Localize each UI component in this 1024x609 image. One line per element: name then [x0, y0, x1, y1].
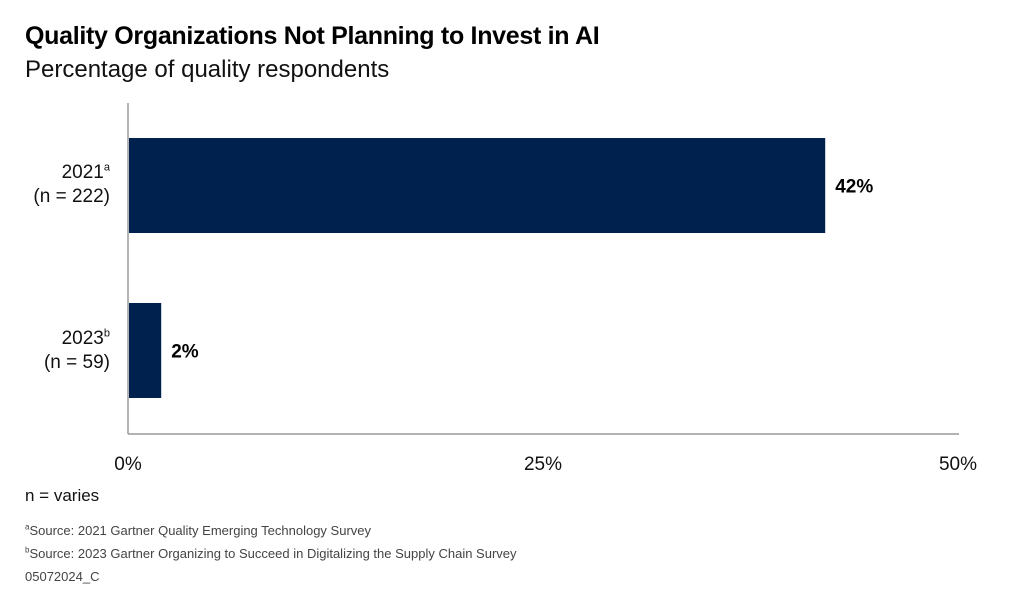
data-label-2023: 2% — [171, 342, 199, 363]
category-label-2021: 2021a (n = 222) — [0, 161, 110, 209]
category-year: 2023 — [61, 328, 104, 349]
x-tick-label: 50% — [938, 454, 978, 475]
footnote-text: Source: 2023 Gartner Organizing to Succe… — [29, 546, 517, 561]
footnote-marker: b — [103, 327, 110, 340]
category-sample-size: (n = 222) — [33, 186, 110, 207]
footnote-marker: a — [25, 522, 30, 532]
footnote-marker: b — [25, 545, 30, 555]
bar-2021 — [129, 138, 826, 233]
footnote-b: bSource: 2023 Gartner Organizing to Succ… — [25, 546, 517, 561]
category-label-2023: 2023b (n = 59) — [0, 327, 110, 375]
data-label-2021: 42% — [835, 177, 873, 198]
footnote-marker: a — [103, 161, 110, 174]
document-code: 05072024_C — [25, 569, 100, 584]
chart-subtitle: Percentage of quality respondents — [25, 56, 390, 83]
chart-title: Quality Organizations Not Planning to In… — [25, 22, 600, 50]
bars-group: 42% 2% — [129, 138, 873, 398]
bar-2023 — [129, 303, 162, 398]
sample-size-note: n = varies — [25, 486, 100, 505]
x-tick-label: 25% — [523, 454, 563, 475]
footnote-a: aSource: 2021 Gartner Quality Emerging T… — [25, 523, 371, 538]
x-tick-label: 0% — [114, 454, 142, 475]
category-year: 2021 — [61, 162, 104, 183]
footnote-text: Source: 2021 Gartner Quality Emerging Te… — [29, 523, 372, 538]
category-sample-size: (n = 59) — [43, 352, 110, 373]
